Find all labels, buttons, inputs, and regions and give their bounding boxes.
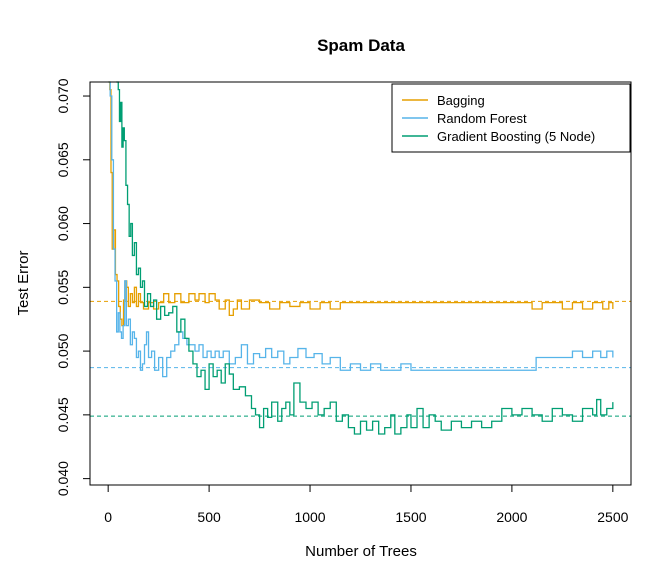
legend-label-bagging: Bagging xyxy=(437,93,485,108)
y-tick-label: 0.045 xyxy=(55,397,71,432)
y-tick-label: 0.040 xyxy=(55,461,71,496)
y-axis: 0.040 0.045 0.050 0.055 0.060 0.065 0.070 xyxy=(55,78,91,496)
x-tick-label: 2500 xyxy=(597,509,628,525)
x-tick-label: 0 xyxy=(104,509,112,525)
chart-title: Spam Data xyxy=(317,36,405,55)
random-forest-series-line xyxy=(108,81,614,378)
legend-box xyxy=(391,83,631,153)
y-tick-label: 0.055 xyxy=(55,270,71,305)
x-tick-label: 500 xyxy=(197,509,221,525)
x-axis-label: Number of Trees xyxy=(305,543,417,560)
y-tick-label: 0.065 xyxy=(55,142,71,177)
legend-label-gradient-boosting-5-node: Gradient Boosting (5 Node) xyxy=(437,129,595,144)
y-tick-label: 0.070 xyxy=(55,78,71,113)
y-tick-label: 0.050 xyxy=(55,333,71,368)
gradient-boosting-5-node-series-line xyxy=(116,81,614,435)
x-tick-label: 1500 xyxy=(395,509,426,525)
x-tick-label: 1000 xyxy=(294,509,325,525)
reference-lines xyxy=(90,300,631,417)
x-tick-label: 2000 xyxy=(496,509,527,525)
series-layer xyxy=(108,81,614,435)
x-axis: 0 500 1000 1500 2000 2500 xyxy=(104,484,629,525)
y-tick-label: 0.060 xyxy=(55,206,71,241)
legend: Bagging Random Forest Gradient Boosting (5… xyxy=(391,83,631,153)
legend-label-random-forest: Random Forest xyxy=(437,111,527,126)
y-axis-label: Test Error xyxy=(15,250,32,315)
